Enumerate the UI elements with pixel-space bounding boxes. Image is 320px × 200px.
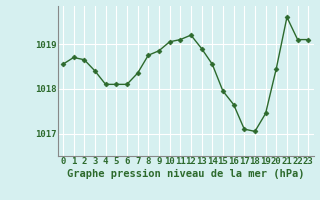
X-axis label: Graphe pression niveau de la mer (hPa): Graphe pression niveau de la mer (hPa) <box>67 169 304 179</box>
